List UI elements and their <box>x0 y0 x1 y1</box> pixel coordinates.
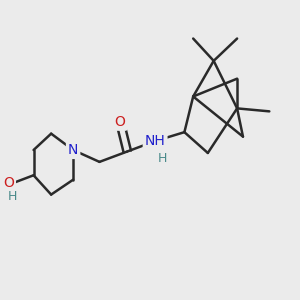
Text: H: H <box>158 152 167 165</box>
Text: O: O <box>115 115 125 129</box>
Text: H: H <box>8 190 17 202</box>
Text: N: N <box>68 143 78 157</box>
Text: O: O <box>3 176 14 190</box>
Text: NH: NH <box>145 134 166 148</box>
